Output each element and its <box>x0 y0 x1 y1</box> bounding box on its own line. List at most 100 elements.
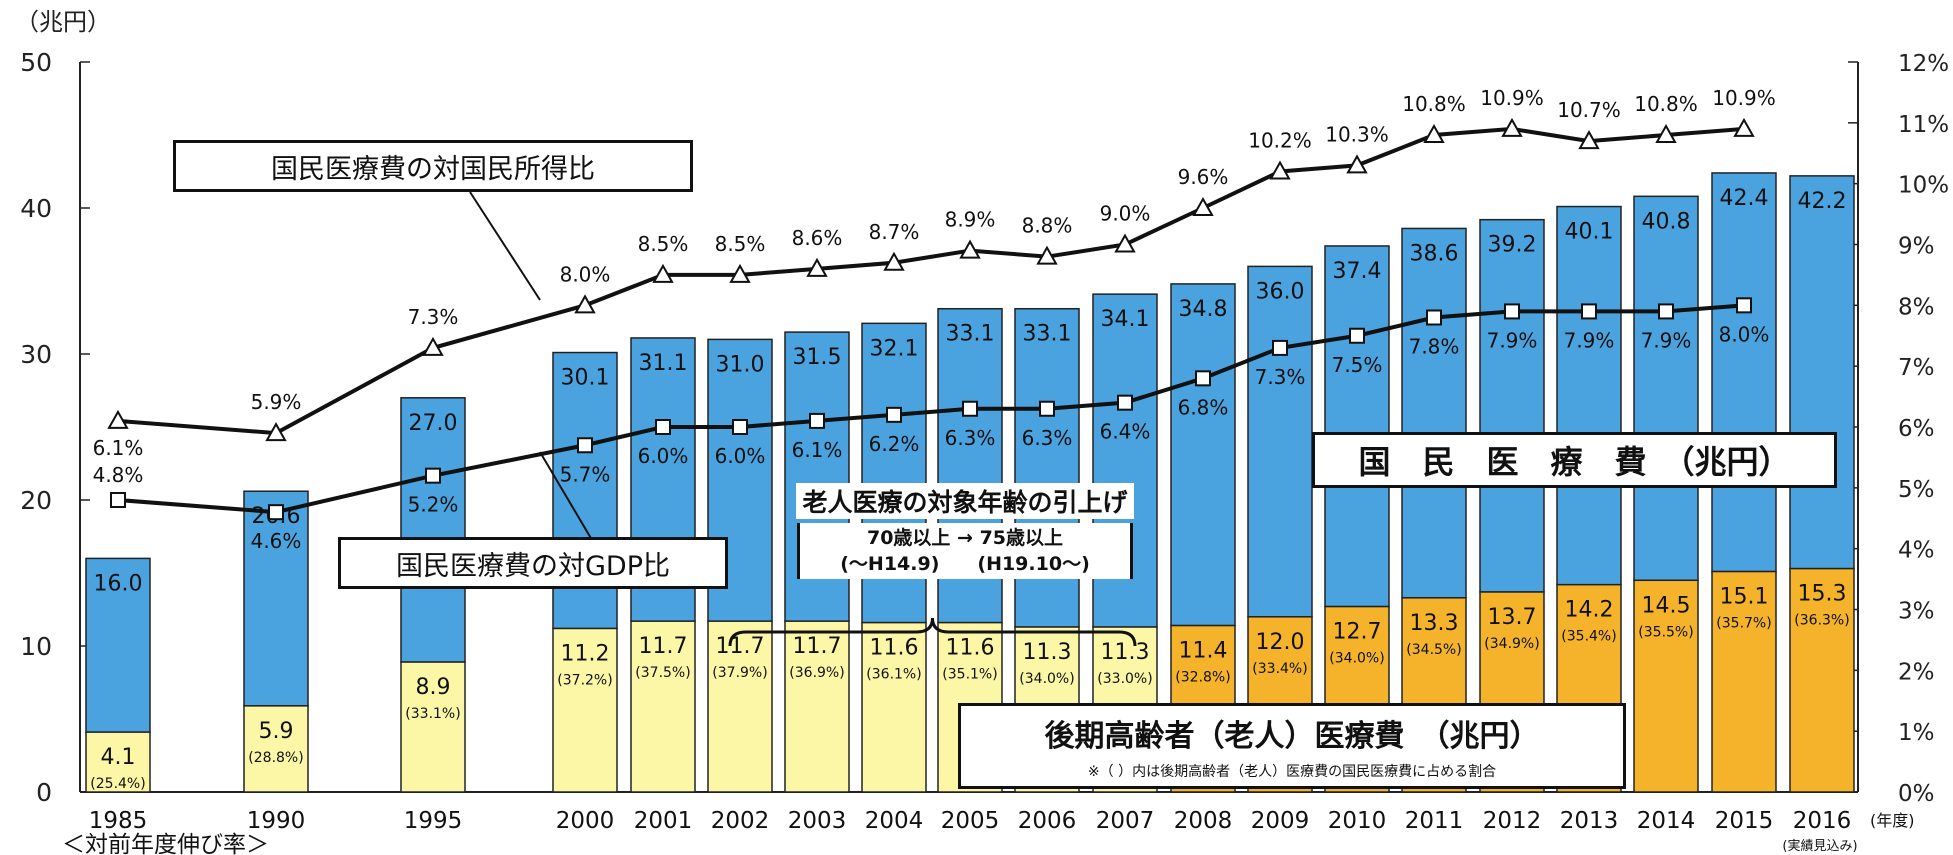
bar-share-label: (36.1%) <box>866 667 921 683</box>
gdp-ratio-point <box>1581 303 1597 320</box>
bar-national-cost <box>400 397 466 663</box>
bar-share-label: (37.2%) <box>557 672 612 688</box>
income-ratio-point <box>729 263 751 283</box>
income-ratio-point <box>1269 160 1291 180</box>
bar-total-label: 27.0 <box>409 411 458 436</box>
x-tick-label: 2002 <box>711 808 770 834</box>
gdp-ratio-label: 7.9% <box>1641 328 1692 352</box>
bar-part-label: 13.7 <box>1488 605 1537 630</box>
bar-total-label: 34.8 <box>1179 297 1228 322</box>
bar-part-label: 13.3 <box>1410 611 1459 636</box>
income-ratio-point <box>107 409 129 429</box>
x-tick-label: 2010 <box>1328 808 1387 834</box>
bar-share-label: (34.0%) <box>1329 651 1384 667</box>
bar-elderly-cost <box>243 705 309 793</box>
bar-part-label: 11.6 <box>946 636 995 661</box>
bar-share-label: (33.0%) <box>1097 671 1152 687</box>
gdp-ratio-label: 8.0% <box>1719 322 1770 346</box>
gdp-ratio-label: 7.9% <box>1487 328 1538 352</box>
callout-national-cost-text: 国 民 医 療 費 （兆円） <box>1358 443 1791 481</box>
bar-total-label: 31.5 <box>793 345 842 370</box>
right-tick-label: 3% <box>1898 599 1935 625</box>
gdp-ratio-label: 5.2% <box>408 493 459 517</box>
bar-national-cost <box>1556 205 1622 586</box>
income-ratio-label: 6.1% <box>93 436 144 460</box>
x-tick-label: 2014 <box>1637 808 1696 834</box>
gdp-ratio-label: 6.3% <box>945 426 996 450</box>
bar-national-cost <box>1247 265 1313 618</box>
bar-national-cost <box>1014 307 1080 628</box>
right-tick-label: 2% <box>1898 659 1935 685</box>
bar-part-label: 15.3 <box>1798 582 1847 607</box>
gdp-ratio-label: 6.2% <box>869 432 920 456</box>
gdp-ratio-point <box>577 437 593 454</box>
left-tick-label: 40 <box>20 194 52 223</box>
income-ratio-point <box>1501 117 1523 137</box>
bar-part-label: 11.2 <box>561 641 610 666</box>
right-tick-label: 11% <box>1898 112 1949 138</box>
income-ratio-label: 8.0% <box>560 262 611 286</box>
gdp-ratio-point <box>425 467 441 484</box>
gdp-ratio-label: 4.8% <box>93 463 144 487</box>
income-ratio-label: 10.3% <box>1325 122 1389 146</box>
gdp-ratio-point <box>962 400 978 417</box>
gdp-ratio-point <box>809 412 825 429</box>
gdp-ratio-label: 4.6% <box>251 529 302 553</box>
bar-share-label: (35.5%) <box>1638 624 1693 640</box>
bar-total-label: 40.1 <box>1565 220 1614 245</box>
bar-part-label: 14.5 <box>1642 593 1691 618</box>
bar-share-label: (36.3%) <box>1794 613 1849 629</box>
income-ratio-point <box>1733 117 1755 137</box>
income-ratio-label: 8.5% <box>638 232 689 256</box>
bar-total-label: 32.1 <box>870 336 919 361</box>
x-note: (実績見込み) <box>1782 838 1857 854</box>
bar-elderly-cost <box>707 620 773 793</box>
income-ratio-label: 8.9% <box>945 208 996 232</box>
bar-elderly-cost <box>1789 567 1855 793</box>
gdp-ratio-label: 7.9% <box>1564 328 1615 352</box>
right-tick-label: 5% <box>1898 477 1935 503</box>
gdp-ratio-point <box>732 419 748 435</box>
bar-share-label: (35.1%) <box>942 667 997 683</box>
gdp-ratio-label: 7.3% <box>1255 365 1306 389</box>
age-change-brace <box>728 617 1137 647</box>
income-ratio-point <box>1114 233 1136 253</box>
gdp-ratio-label: 6.1% <box>792 438 843 462</box>
bar-total-label: 33.1 <box>1023 322 1072 347</box>
callout-gdp-leader <box>539 451 593 541</box>
bar-part-label: 14.2 <box>1565 598 1614 623</box>
x-tick-label: 2005 <box>941 808 1000 834</box>
bar-elderly-cost <box>1711 570 1777 793</box>
x-tick-label: 1985 <box>89 808 148 834</box>
left-tick-label: 30 <box>20 340 52 369</box>
income-ratio-label: 10.9% <box>1480 86 1544 110</box>
bar-elderly-cost <box>552 627 618 793</box>
left-tick-label: 10 <box>20 632 52 661</box>
bar-share-label: (28.8%) <box>248 750 303 766</box>
growth-label: ＜対前年度伸び率＞ <box>62 832 269 855</box>
income-ratio-label: 5.9% <box>251 390 302 414</box>
left-axis-unit: （兆円） <box>15 8 111 36</box>
bar-share-label: (34.0%) <box>1019 671 1074 687</box>
bar-share-label: (33.4%) <box>1252 661 1307 677</box>
bar-national-cost <box>85 557 151 733</box>
x-tick-label: 2013 <box>1560 808 1619 834</box>
bar-share-label: (35.4%) <box>1561 629 1616 645</box>
bar-share-label: (37.9%) <box>712 665 767 681</box>
x-tick-label: 2006 <box>1018 808 1077 834</box>
left-tick-label: 0 <box>36 778 52 807</box>
bar-share-label: (37.5%) <box>635 665 690 681</box>
income-ratio-label: 10.7% <box>1557 98 1621 122</box>
x-tick-label: 2016 <box>1793 808 1852 834</box>
bar-elderly-cost <box>1633 579 1699 793</box>
income-ratio-point <box>1655 123 1677 143</box>
bar-part-label: 8.9 <box>416 675 451 700</box>
x-tick-label: 1995 <box>404 808 463 834</box>
bar-national-cost <box>1324 245 1390 608</box>
income-ratio-point <box>652 263 674 283</box>
gdp-ratio-label: 6.8% <box>1178 395 1229 419</box>
gdp-ratio-point <box>655 419 671 435</box>
bar-total-label: 38.6 <box>1410 241 1459 266</box>
bar-part-label: 4.1 <box>101 745 136 770</box>
bar-part-label: 11.7 <box>716 634 765 659</box>
